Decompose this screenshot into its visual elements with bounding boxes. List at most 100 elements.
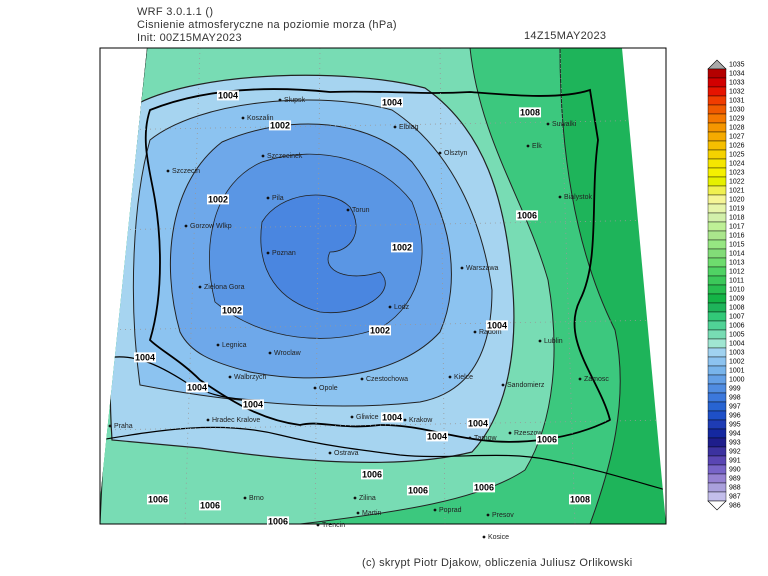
city-label: Opole — [319, 385, 338, 392]
contour-label: 1006 — [537, 434, 557, 444]
city-label: Warszawa — [466, 265, 499, 272]
colorbar-label: 1007 — [729, 313, 745, 320]
contour-label-layer: 1004 1004 1008 1002 1002 1006 1002 1002 1004 1002… — [133, 90, 592, 527]
city-dot — [356, 511, 360, 515]
contour-label: 1006 — [148, 494, 168, 504]
city-label: Lublin — [544, 338, 563, 345]
colorbar-label: 1025 — [729, 151, 745, 158]
contour-label: 1004 — [187, 382, 207, 392]
city-label: Bialystok — [564, 194, 593, 201]
contour-label-bg — [146, 494, 170, 505]
colorbar-label: 987 — [729, 493, 741, 500]
city-label: Hradec Kralove — [212, 417, 260, 424]
contour-label: 1002 — [370, 325, 390, 335]
colorbar-cell — [707, 491, 727, 502]
colorbar-cell — [707, 401, 727, 412]
city-label: Gorzow Wlkp — [190, 223, 232, 230]
city-label: Suwalki — [552, 121, 577, 128]
contour-label-bg — [568, 494, 592, 505]
model-name: WRF 3.0.1.1 () — [137, 6, 213, 18]
contour-label-bg — [220, 305, 244, 316]
colorbar-label: 1001 — [729, 367, 745, 374]
contour-label-bg — [266, 516, 290, 527]
city-dot — [508, 431, 512, 435]
colorbar-cell — [707, 104, 727, 115]
city-label: Martin — [362, 510, 382, 517]
city-dot — [473, 330, 477, 334]
contour-label-bg — [198, 500, 222, 511]
colorbar-label: 1008 — [729, 304, 745, 311]
city-dot — [261, 154, 265, 158]
colorbar-label: 1004 — [729, 340, 745, 347]
colorbar-arrow — [707, 59, 727, 70]
city-dot — [228, 375, 232, 379]
colorbar-cell — [707, 302, 727, 313]
colorbar-arrow — [707, 500, 727, 511]
contour-label-bg — [485, 320, 509, 331]
colorbar-label: 1018 — [729, 214, 745, 221]
colorbar-cell — [707, 347, 727, 358]
colorbar-label: 1021 — [729, 187, 745, 194]
map-title: Cisnienie atmosferyczne na poziomie morz… — [137, 19, 397, 31]
city-label: Wroclaw — [274, 350, 302, 357]
city-label: Lodz — [394, 304, 410, 311]
contour-label: 1006 — [362, 469, 382, 479]
colorbar-cell — [707, 311, 727, 322]
colorbar-label: 1003 — [729, 349, 745, 356]
colorbar-cell — [707, 374, 727, 385]
contour-label: 1006 — [200, 500, 220, 510]
city-dot — [266, 196, 270, 200]
colorbar-cell — [707, 473, 727, 484]
colorbar-label: 1014 — [729, 250, 745, 257]
colorbar-label: 1030 — [729, 106, 745, 113]
colorbar-cell — [707, 392, 727, 403]
contour-label-bg — [206, 194, 230, 205]
colorbar-cell — [707, 293, 727, 304]
contour-label: 1004 — [382, 97, 402, 107]
city-label: Kosice — [488, 534, 509, 541]
city-label: Torun — [352, 207, 370, 214]
colorbar-cell — [707, 95, 727, 106]
colorbar-label: 1033 — [729, 79, 745, 86]
colorbar-cell — [707, 338, 727, 349]
colorbar-cell — [707, 446, 727, 457]
contour-label-bg — [241, 399, 265, 410]
colorbar-cell — [707, 284, 727, 295]
city-layer: Slupsk Koszalin Elblag Olsztyn Elk Suwalki Szc… — [108, 97, 609, 541]
contour-label-bg — [380, 412, 404, 423]
colorbar-label: 998 — [729, 394, 741, 401]
city-dot — [501, 383, 505, 387]
colorbar-label: 1006 — [729, 322, 745, 329]
colorbar-cell — [707, 455, 727, 466]
city-dot — [482, 535, 486, 539]
contour-label: 1008 — [520, 107, 540, 117]
colorbar-cell — [707, 356, 727, 367]
city-dot — [268, 351, 272, 355]
colorbar: 1035 1034 1033 1032 1031 1030 1029 1028 1027 1026… — [707, 59, 745, 511]
contour-label-bg — [268, 120, 292, 131]
city-dot — [328, 451, 332, 455]
city-dot — [578, 377, 582, 381]
contour-label-bg — [518, 107, 542, 118]
colorbar-label: 1015 — [729, 241, 745, 248]
city-label: Trencin — [322, 522, 345, 529]
city-dot — [166, 169, 170, 173]
colorbar-cell — [707, 194, 727, 205]
colorbar-cell — [707, 131, 727, 142]
city-label: Tarnow — [474, 435, 498, 442]
colorbar-label: 1002 — [729, 358, 745, 365]
city-label: Olsztyn — [444, 150, 467, 157]
contour-label-bg — [406, 485, 430, 496]
city-label: Sandomierz — [507, 382, 545, 389]
colorbar-label: 1023 — [729, 169, 745, 176]
contour-label: 1002 — [208, 194, 228, 204]
colorbar-label: 986 — [729, 502, 741, 509]
city-dot — [346, 208, 350, 212]
city-dot — [313, 386, 317, 390]
city-dot — [216, 343, 220, 347]
colorbar-label: 992 — [729, 448, 741, 455]
contour-label: 1006 — [474, 482, 494, 492]
colorbar-cell — [707, 365, 727, 376]
colorbar-label: 988 — [729, 484, 741, 491]
